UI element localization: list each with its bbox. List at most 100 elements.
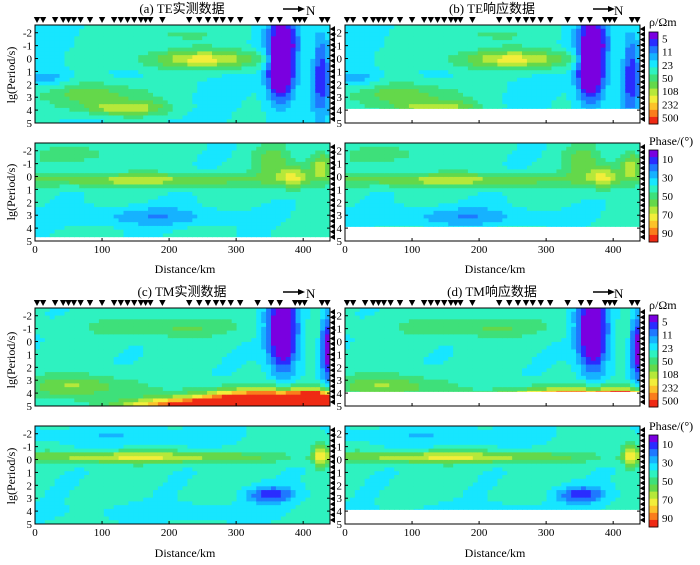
- contour-cell: [517, 81, 523, 86]
- contour-cell: [246, 207, 252, 212]
- contour-cell: [497, 89, 503, 94]
- contour-cell: [177, 100, 184, 105]
- contour-cell: [531, 51, 538, 56]
- contour-cell: [177, 92, 184, 98]
- contour-cell: [192, 40, 198, 45]
- contour-cell: [138, 66, 144, 71]
- contour-cell: [251, 77, 257, 83]
- contour-cell: [256, 180, 262, 186]
- contour-cell: [143, 25, 149, 30]
- contour-cell: [389, 96, 395, 101]
- contour-cell: [300, 143, 307, 148]
- contour-cell: [458, 107, 464, 109]
- station-marker: [522, 17, 530, 23]
- contour-cell: [472, 58, 479, 64]
- contour-cell: [157, 199, 164, 204]
- contour-cell: [231, 225, 238, 231]
- contour-cell: [394, 25, 400, 30]
- contour-cell: [118, 154, 125, 159]
- contour-cell: [216, 203, 223, 208]
- contour-cell: [44, 36, 51, 41]
- contour-cell: [300, 89, 307, 94]
- contour-cell: [300, 203, 307, 208]
- contour-cell: [94, 85, 100, 90]
- contour-cell: [585, 74, 592, 79]
- contour-cell: [620, 32, 626, 37]
- contour-cell: [153, 92, 159, 98]
- contour-cell: [620, 62, 626, 68]
- contour-cell: [271, 150, 277, 155]
- contour-cell: [630, 47, 636, 52]
- contour-cell: [192, 165, 198, 170]
- contour-cell: [566, 43, 572, 49]
- contour-cell: [108, 225, 115, 231]
- contour-cell: [226, 47, 233, 52]
- contour-cell: [84, 169, 90, 174]
- contour-cell: [138, 158, 144, 163]
- contour-cell: [364, 32, 371, 37]
- contour-cell: [433, 51, 440, 56]
- contour-cell: [359, 150, 366, 155]
- contour-cell: [349, 143, 356, 148]
- contour-cell: [153, 43, 159, 49]
- contour-cell: [310, 203, 316, 208]
- contour-cell: [157, 233, 164, 238]
- contour-cell: [389, 32, 395, 37]
- contour-cell: [605, 62, 612, 68]
- contour-cell: [492, 25, 499, 30]
- contour-cell: [359, 100, 366, 105]
- station-marker: [361, 17, 369, 23]
- contour-cell: [295, 199, 302, 204]
- contour-cell: [290, 143, 297, 148]
- contour-cell: [374, 62, 381, 68]
- contour-cell: [433, 32, 440, 37]
- contour-cell: [379, 107, 385, 109]
- contour-cell: [507, 47, 513, 52]
- contour-cell: [359, 70, 366, 75]
- contour-cell: [54, 165, 61, 170]
- contour-cell: [128, 146, 134, 152]
- contour-cell: [148, 43, 154, 49]
- station-marker: [124, 17, 131, 23]
- contour-cell: [187, 81, 193, 86]
- contour-cell: [202, 229, 208, 235]
- contour-cell: [241, 180, 248, 186]
- contour-cell: [148, 229, 154, 235]
- contour-cell: [231, 161, 238, 167]
- side-marker: [330, 202, 335, 209]
- contour-cell: [207, 143, 213, 148]
- contour-cell: [197, 36, 203, 41]
- contour-cell: [167, 225, 174, 231]
- contour-cell: [59, 218, 66, 223]
- contour-cell: [315, 207, 321, 212]
- contour-cell: [517, 112, 523, 116]
- contour-cell: [585, 77, 592, 83]
- contour-cell: [49, 40, 56, 45]
- contour-cell: [546, 55, 553, 60]
- contour-cell: [556, 112, 562, 116]
- contour-cell: [552, 115, 558, 119]
- contour-cell: [69, 184, 75, 189]
- contour-cell: [552, 112, 558, 116]
- contour-cell: [192, 150, 198, 155]
- contour-cell: [216, 74, 223, 79]
- contour-cell: [64, 74, 71, 79]
- contour-cell: [231, 100, 238, 105]
- contour-cell: [172, 100, 179, 105]
- contour-cell: [177, 169, 184, 174]
- contour-cell: [359, 188, 366, 193]
- contour-cell: [379, 92, 385, 98]
- contour-cell: [143, 81, 149, 86]
- contour-cell: [39, 107, 46, 113]
- contour-cell: [133, 70, 139, 75]
- contour-cell: [153, 188, 159, 193]
- contour-cell: [118, 32, 125, 37]
- contour-cell: [49, 214, 56, 219]
- contour-cell: [84, 203, 90, 208]
- contour-cell: [44, 199, 51, 204]
- contour-cell: [487, 96, 494, 101]
- contour-cell: [507, 107, 513, 109]
- contour-cell: [157, 62, 164, 68]
- contour-cell: [207, 154, 213, 159]
- contour-cell: [315, 184, 321, 189]
